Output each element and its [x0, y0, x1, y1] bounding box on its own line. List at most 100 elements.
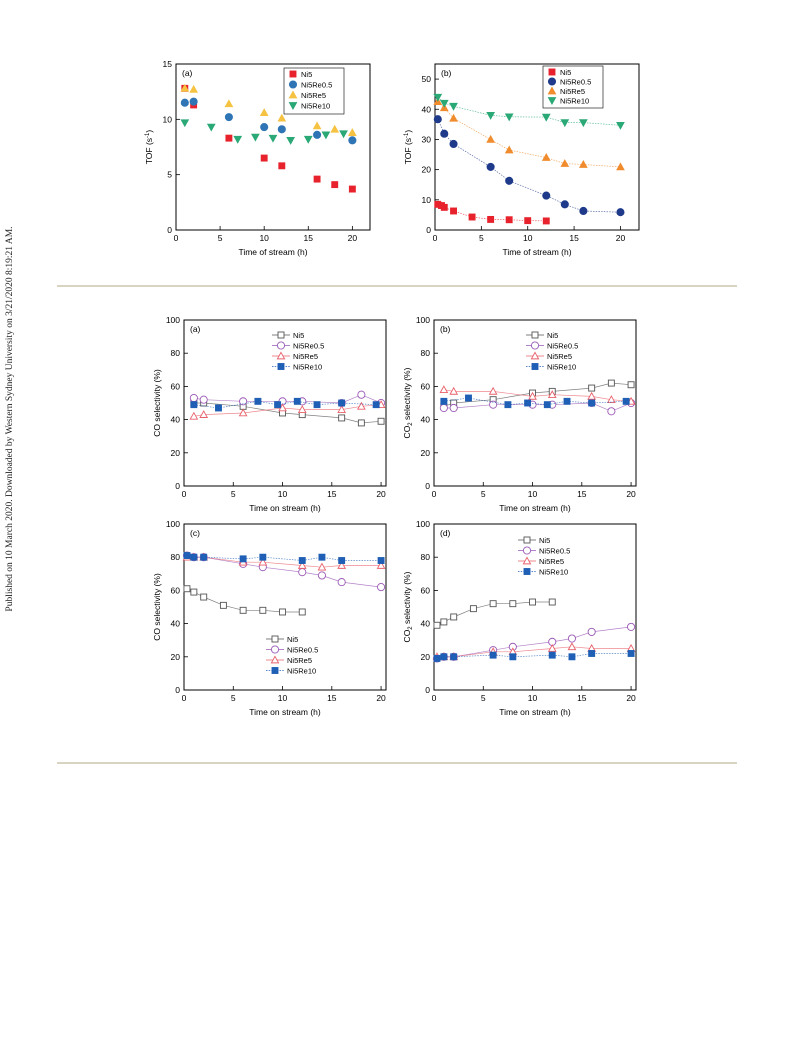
x-axis-label: Time on stream (h) — [499, 707, 571, 717]
data-point — [567, 634, 577, 643]
data-point — [486, 162, 495, 171]
series-line — [443, 382, 632, 407]
plot-frame — [175, 63, 371, 231]
data-point — [542, 217, 550, 225]
x-axis-label: Time of stream (h) — [238, 247, 307, 257]
data-point — [298, 568, 307, 577]
x-tick-label: 5 — [231, 693, 236, 703]
legend-marker — [271, 635, 279, 643]
y-tick-label: 80 — [421, 552, 431, 562]
y-tick-label: 20 — [171, 448, 181, 458]
data-point — [199, 410, 209, 418]
data-point — [200, 553, 208, 561]
y-tick-label: 20 — [422, 165, 432, 175]
y-tick-label: 60 — [171, 585, 181, 595]
data-point — [560, 200, 569, 209]
y-tick-label: 100 — [166, 519, 180, 529]
data-point — [317, 562, 327, 571]
co-selectivity-chart-a: 0 5 10 15 20 0 20 40 60 80 100 Time on stream (h) CO… — [152, 315, 387, 513]
data-point — [293, 397, 301, 405]
data-point — [377, 417, 385, 425]
legend-marker — [523, 568, 531, 575]
data-point — [449, 139, 458, 149]
y-tick-label: 0 — [425, 685, 430, 695]
y-tick-label: 80 — [171, 552, 181, 562]
data-point — [440, 397, 448, 405]
data-point — [449, 386, 459, 395]
data-point — [259, 553, 267, 561]
x-tick-label: 5 — [479, 233, 484, 243]
data-point — [541, 153, 551, 161]
y-tick-label: 0 — [175, 685, 180, 695]
legend-label: Ni5Re0.5 — [287, 646, 318, 655]
data-point — [190, 588, 198, 596]
legend-label: Ni5 — [293, 331, 304, 340]
data-point — [450, 613, 458, 621]
data-point — [541, 113, 551, 122]
data-point — [547, 390, 557, 399]
legend-marker — [288, 80, 298, 89]
x-tick-label: 20 — [348, 233, 358, 243]
legend-marker — [271, 667, 279, 674]
data-point — [260, 154, 268, 162]
x-tick-label: 0 — [182, 693, 187, 703]
data-point — [488, 386, 498, 395]
y-tick-label: 15 — [163, 59, 173, 69]
legend-marker — [522, 546, 532, 555]
y-tick-label: 0 — [425, 481, 430, 491]
co2-selectivity-chart-d: 0 5 10 15 20 0 20 40 60 80 100 Time on stream (h) CO… — [402, 519, 637, 717]
data-point — [279, 608, 286, 616]
data-point — [189, 393, 198, 403]
y-tick-label: 100 — [166, 315, 180, 325]
x-tick-label: 10 — [528, 693, 538, 703]
y-tick-label: 20 — [171, 652, 181, 662]
y-tick-label: 10 — [422, 195, 432, 205]
data-point — [372, 401, 380, 409]
data-point — [627, 650, 635, 657]
plot-frame — [434, 63, 640, 231]
plot-frame — [183, 523, 387, 691]
data-point — [224, 99, 234, 108]
data-point — [239, 555, 247, 563]
legend-marker — [277, 331, 285, 339]
data-point — [578, 159, 588, 168]
x-axis-label: Time of stream (h) — [502, 247, 571, 257]
data-point — [607, 395, 616, 404]
data-point — [607, 379, 615, 387]
data-point — [433, 93, 443, 102]
legend-marker — [276, 351, 286, 360]
data-point — [504, 145, 514, 154]
plot-frame — [433, 319, 637, 487]
data-point — [303, 135, 313, 144]
y-tick-label: 40 — [421, 619, 431, 629]
legend-label: Ni5Re10 — [560, 97, 589, 106]
plot-frame — [183, 319, 387, 487]
data-point — [357, 419, 365, 427]
data-point — [588, 384, 596, 392]
data-point — [440, 653, 448, 661]
data-point — [348, 136, 357, 145]
data-point — [225, 134, 233, 142]
legend-marker — [523, 536, 531, 544]
x-tick-label: 0 — [432, 693, 437, 703]
data-point — [588, 650, 596, 657]
data-point — [298, 557, 306, 564]
data-point — [489, 400, 498, 409]
y-tick-label: 0 — [175, 481, 180, 491]
legend-marker — [270, 655, 280, 664]
tof-chart-b: 0 5 10 15 20 0 10 20 30 40 50 Time of stream (h) TOF… — [403, 63, 640, 257]
data-point — [560, 159, 570, 167]
data-point — [268, 134, 278, 143]
x-axis-label: Time on stream (h) — [249, 503, 321, 513]
data-point — [439, 99, 449, 108]
data-point — [377, 583, 386, 592]
data-point — [330, 124, 340, 133]
data-point — [190, 553, 198, 561]
legend-label: Ni5Re5 — [287, 656, 312, 665]
data-point — [297, 560, 307, 569]
data-point — [433, 115, 442, 124]
legend-label: Ni5Re10 — [547, 363, 576, 372]
x-tick-label: 15 — [327, 693, 337, 703]
x-tick-label: 20 — [626, 693, 636, 703]
data-point — [542, 191, 551, 200]
